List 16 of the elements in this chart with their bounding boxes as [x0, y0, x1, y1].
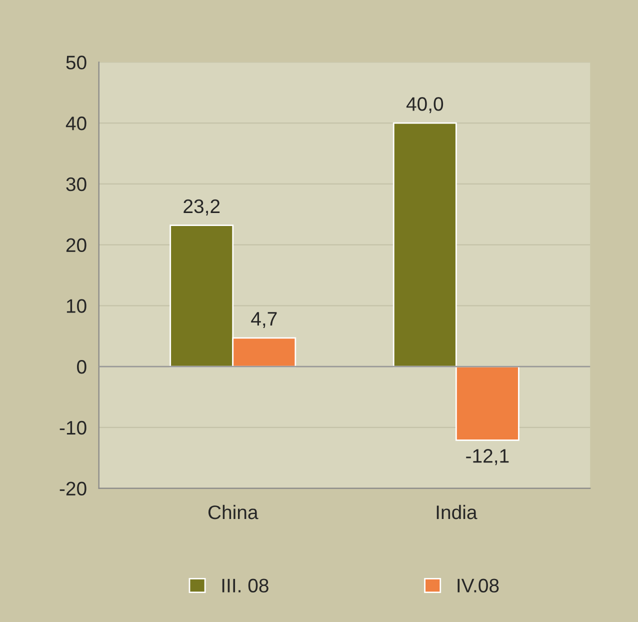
x-tick-label: China [208, 504, 258, 520]
y-tick-label: 20 [66, 238, 86, 252]
y-tick-label: -10 [60, 420, 86, 435]
y-tick-label: 0 [77, 360, 86, 374]
y-tick-label: -20 [60, 482, 86, 496]
y-tick-label: 50 [66, 56, 86, 70]
y-tick-label: 30 [66, 177, 86, 192]
data-label: 40,0 [406, 97, 444, 114]
legend-label: IV.08 [458, 578, 499, 592]
data-label: 4,7 [251, 312, 277, 328]
data-label: 23,2 [184, 199, 220, 216]
y-tick-label: 10 [66, 299, 86, 313]
x-tick-label: India [436, 504, 478, 520]
y-tick-label: 40 [66, 116, 86, 130]
legend-label: III. 08 [222, 578, 268, 592]
data-label: -12,1 [466, 449, 509, 466]
